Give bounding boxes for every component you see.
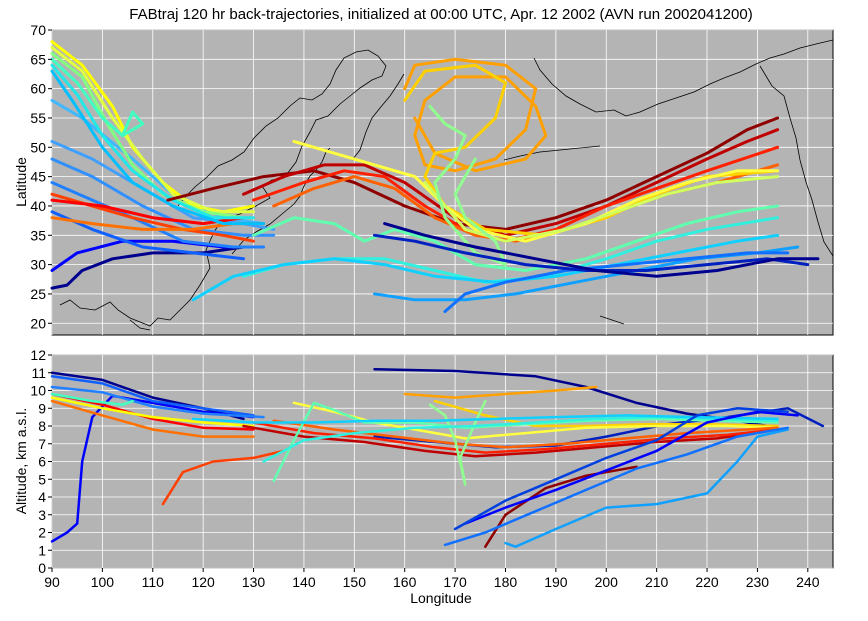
trajectory-line — [50, 375, 255, 417]
x-tick-label: 240 — [796, 574, 820, 590]
y-tick-label: 40 — [30, 198, 46, 214]
trajectory-line — [403, 385, 598, 399]
coastline-aleutians — [503, 145, 601, 161]
y-tick-label: 4 — [38, 489, 46, 505]
coastline-north-america — [759, 65, 834, 257]
y-tick-label: 35 — [30, 227, 46, 243]
altitude-x-tick-labels: 90 100 110 120 130 140 150 160 170 180 190 200 210 22… — [44, 568, 820, 590]
x-tick-label: 120 — [191, 574, 215, 590]
x-tick-label: 150 — [343, 574, 367, 590]
trajectory-line — [50, 385, 265, 419]
altitude-trajectories — [50, 367, 825, 548]
trajectory-line — [373, 233, 810, 272]
y-tick-label: 60 — [30, 81, 46, 97]
y-tick-label: 50 — [30, 139, 46, 155]
trajectory-line — [191, 233, 780, 302]
y-tick-label: 3 — [38, 507, 46, 523]
trajectory-line — [428, 399, 487, 486]
trajectory-line — [453, 407, 789, 531]
x-tick-label: 230 — [746, 574, 770, 590]
trajectory-line — [463, 410, 799, 525]
trajectory-line — [191, 414, 779, 424]
trajectory-line — [428, 104, 507, 267]
x-tick-label: 220 — [695, 574, 719, 590]
trajectory-line — [50, 63, 255, 220]
trajectory-line — [272, 401, 779, 483]
trajectory-line — [50, 69, 266, 226]
y-tick-label: 11 — [31, 365, 46, 381]
map-grid — [51, 29, 833, 335]
y-tick-label: 6 — [38, 454, 46, 470]
x-axis-label: Longitude — [410, 590, 472, 606]
x-tick-label: 180 — [494, 574, 518, 590]
trajectory-line — [252, 204, 780, 272]
y-tick-label: 70 — [30, 22, 46, 38]
map-y-tick-labels: 20 25 30 35 40 45 50 55 60 65 70 — [30, 22, 52, 331]
trajectory-line — [504, 428, 789, 548]
trajectory-line — [50, 210, 245, 261]
map-plot-area — [51, 29, 834, 336]
x-tick-label: 110 — [142, 574, 165, 590]
trajectory-line — [443, 426, 789, 547]
chart-title: FABtraj 120 hr back-trajectories, initia… — [129, 6, 752, 23]
trajectory-line — [423, 175, 780, 243]
y-tick-label: 9 — [38, 400, 46, 416]
y-tick-label: 55 — [30, 110, 46, 126]
coastline-hawaii — [599, 315, 625, 325]
x-tick-label: 210 — [645, 574, 669, 590]
trajectory-line — [242, 424, 769, 458]
map-y-axis-label: Latitude — [13, 157, 29, 207]
x-tick-label: 200 — [595, 574, 619, 590]
trajectory-line — [161, 449, 286, 506]
y-tick-label: 8 — [38, 418, 46, 434]
y-tick-label: 1 — [38, 542, 46, 558]
trajectory-line — [433, 399, 779, 428]
trajectory-line — [443, 251, 790, 313]
coastline-borneo — [129, 319, 151, 331]
y-tick-label: 25 — [30, 286, 46, 302]
x-tick-label: 190 — [544, 574, 568, 590]
y-tick-label: 7 — [38, 436, 46, 452]
coastline-asia — [59, 49, 387, 327]
y-tick-label: 12 — [30, 347, 46, 363]
x-tick-label: 100 — [91, 574, 115, 590]
trajectory-line — [50, 396, 255, 428]
y-tick-label: 5 — [38, 471, 46, 487]
map-trajectories — [50, 40, 820, 313]
y-tick-label: 0 — [38, 560, 46, 576]
trajectory-line — [50, 157, 276, 237]
coastlines — [59, 39, 834, 331]
trajectory-line — [50, 57, 145, 138]
trajectory-line — [50, 392, 134, 406]
trajectory-line — [50, 394, 255, 543]
x-tick-label: 170 — [443, 574, 467, 590]
y-tick-label: 45 — [30, 169, 46, 185]
y-tick-label: 65 — [30, 51, 46, 67]
x-tick-label: 90 — [44, 574, 60, 590]
y-tick-label: 30 — [30, 257, 46, 273]
altitude-y-axis-label: Altitude, km a.s.l. — [13, 408, 29, 515]
coastline-kamchatka — [351, 73, 405, 161]
y-tick-label: 2 — [38, 525, 46, 541]
trajectory-line — [50, 399, 255, 438]
y-tick-label: 10 — [30, 383, 46, 399]
trajectory-line — [50, 371, 245, 421]
x-tick-label: 140 — [292, 574, 316, 590]
trajectory-line — [383, 222, 820, 278]
map-panel: 20 25 30 35 40 45 50 55 60 65 70 Latitude — [13, 22, 834, 336]
trajectory-line — [403, 57, 548, 173]
x-tick-label: 160 — [393, 574, 417, 590]
y-tick-label: 20 — [30, 315, 46, 331]
x-tick-label: 130 — [242, 574, 266, 590]
coastline-alaska — [533, 39, 834, 117]
trajectory-line — [292, 139, 780, 243]
